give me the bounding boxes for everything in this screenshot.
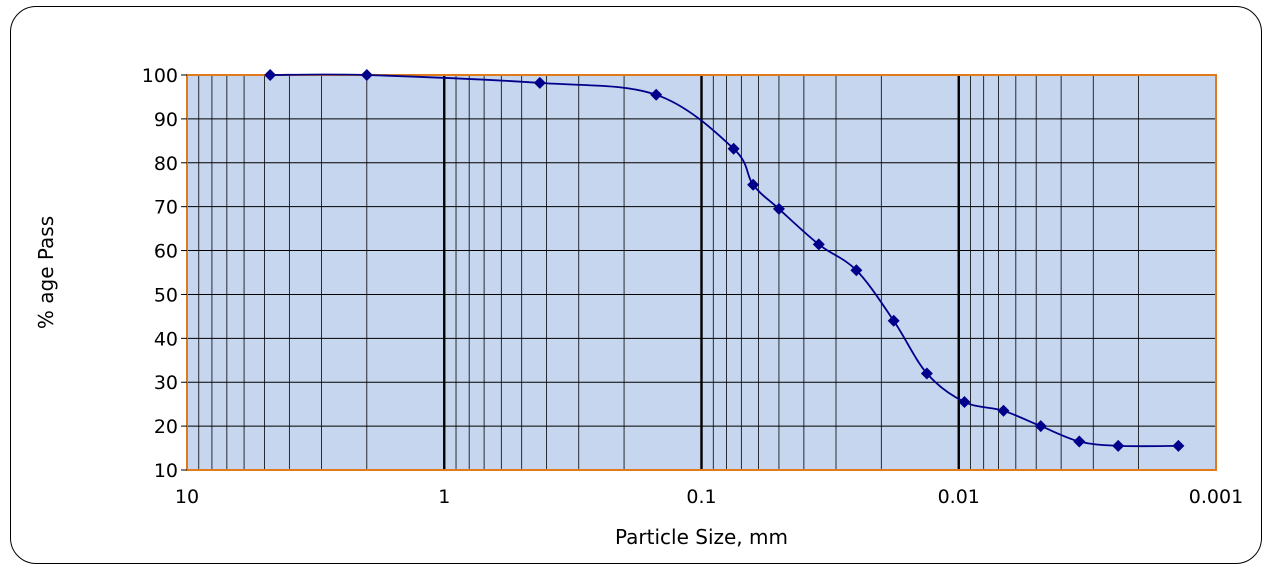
- data-point: [727, 142, 740, 155]
- y-tick-label: 50: [154, 284, 178, 306]
- data-point: [747, 178, 760, 191]
- data-point: [264, 69, 277, 81]
- x-axis-title: Particle Size, mm: [615, 525, 788, 549]
- data-point: [920, 367, 933, 380]
- y-axis-title: % age Pass: [34, 216, 58, 329]
- y-tick-label: 90: [154, 109, 178, 131]
- y-tick-label: 80: [154, 153, 178, 175]
- data-point: [1172, 439, 1185, 452]
- y-tick-label: 60: [154, 241, 178, 263]
- y-tick-label: 40: [154, 328, 178, 350]
- data-point: [812, 238, 825, 251]
- data-point: [958, 395, 971, 408]
- data-point: [1034, 420, 1047, 433]
- data-point: [1112, 439, 1125, 452]
- data-point: [1073, 435, 1086, 448]
- x-tick-label: 10: [175, 486, 199, 508]
- data-point: [650, 88, 663, 101]
- y-tick-label: 20: [154, 416, 178, 438]
- x-tick-label: 0.001: [1189, 486, 1243, 508]
- y-tick-label: 10: [154, 460, 178, 482]
- data-point: [360, 69, 373, 81]
- data-point: [850, 264, 863, 277]
- data-point: [533, 76, 546, 89]
- y-tick-label: 30: [154, 372, 178, 394]
- data-point: [772, 202, 785, 215]
- y-tick-label: 70: [154, 197, 178, 219]
- data-point: [997, 404, 1010, 417]
- y-tick-label: 100: [142, 65, 178, 87]
- x-tick-label: 0.1: [686, 486, 716, 508]
- x-tick-label: 0.01: [938, 486, 980, 508]
- plot-border: [186, 74, 1217, 471]
- x-tick-label: 1: [438, 486, 450, 508]
- data-point: [887, 314, 900, 327]
